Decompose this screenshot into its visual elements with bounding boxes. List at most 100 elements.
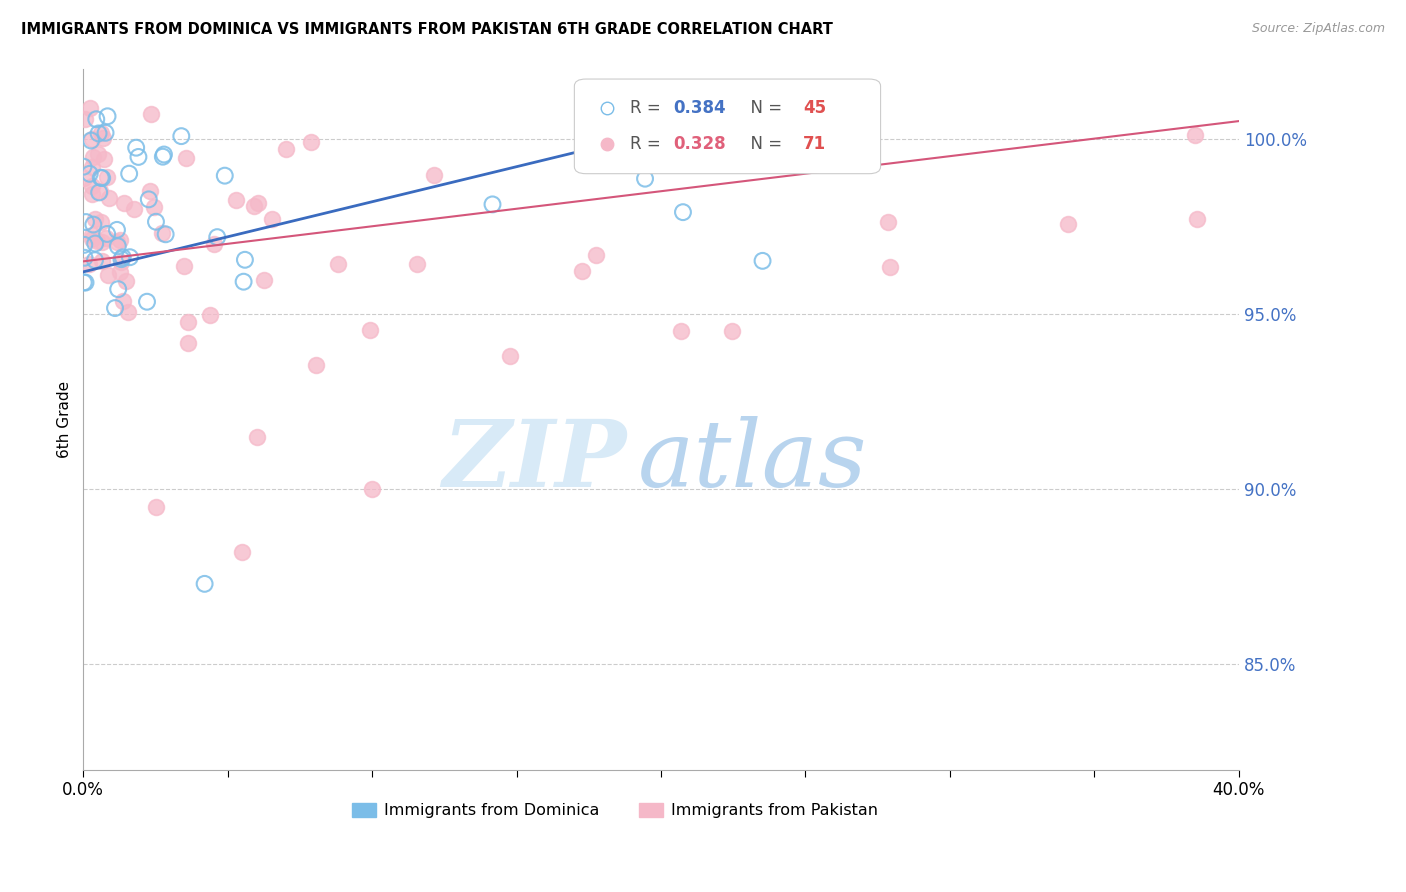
Text: 71: 71 <box>803 135 827 153</box>
Point <box>84 236 107 251</box>
Text: R =: R = <box>630 100 666 118</box>
Text: 0.384: 0.384 <box>673 100 727 118</box>
Point <box>80 160 103 174</box>
Point <box>359 323 381 337</box>
Legend: Immigrants from Dominica, Immigrants from Pakistan: Immigrants from Dominica, Immigrants fro… <box>346 797 884 825</box>
Point <box>73 170 96 185</box>
Point <box>86 234 108 248</box>
Point <box>93 153 115 167</box>
Point <box>585 247 607 261</box>
Point <box>73 237 96 252</box>
Point <box>84 253 107 268</box>
Point <box>82 232 104 246</box>
Point <box>94 231 117 245</box>
Point <box>136 294 159 309</box>
Point <box>90 254 112 268</box>
Point <box>174 151 197 165</box>
Point <box>142 200 165 214</box>
Point <box>423 169 446 183</box>
Point <box>110 252 132 267</box>
Text: IMMIGRANTS FROM DOMINICA VS IMMIGRANTS FROM PAKISTAN 6TH GRADE CORRELATION CHART: IMMIGRANTS FROM DOMINICA VS IMMIGRANTS F… <box>21 22 832 37</box>
Point <box>145 215 167 229</box>
Point <box>82 131 104 145</box>
Point <box>231 545 253 559</box>
Point <box>194 577 217 591</box>
Point <box>127 150 149 164</box>
Point <box>80 179 103 194</box>
Point <box>87 127 110 141</box>
Point <box>112 195 135 210</box>
Point <box>634 171 657 186</box>
Point <box>242 199 264 213</box>
Point <box>105 223 128 237</box>
Y-axis label: 6th Grade: 6th Grade <box>58 381 72 458</box>
Point <box>108 265 131 279</box>
Point <box>80 134 103 148</box>
Point <box>499 350 522 364</box>
Point <box>91 171 114 186</box>
Point <box>90 126 112 140</box>
Point <box>73 251 96 265</box>
Point <box>879 260 901 275</box>
Point <box>305 359 328 373</box>
Point <box>202 236 225 251</box>
Point <box>405 257 427 271</box>
Text: N =: N = <box>740 135 787 153</box>
Point <box>1184 128 1206 142</box>
Point <box>107 282 129 296</box>
Point <box>83 212 105 227</box>
Point <box>75 276 97 290</box>
Point <box>82 218 104 232</box>
Point <box>111 250 134 264</box>
Point <box>72 160 94 174</box>
Point <box>108 233 131 247</box>
Point <box>82 227 104 242</box>
Point <box>205 230 228 244</box>
Point <box>214 169 236 183</box>
Point <box>80 186 103 201</box>
Text: R =: R = <box>630 135 666 153</box>
Point <box>96 227 118 241</box>
Point <box>112 293 135 308</box>
Point <box>90 235 112 250</box>
Point <box>139 184 162 198</box>
Point <box>481 197 503 211</box>
Text: ZIP: ZIP <box>441 417 626 506</box>
Point <box>75 112 97 127</box>
Point <box>118 250 141 264</box>
Point <box>145 500 167 514</box>
Point <box>361 482 384 496</box>
Point <box>138 192 160 206</box>
Point <box>79 167 101 181</box>
Text: N =: N = <box>740 100 787 118</box>
Point <box>79 101 101 115</box>
Point <box>751 253 773 268</box>
Point <box>97 268 120 282</box>
Point <box>73 276 96 290</box>
Point <box>326 257 349 271</box>
Point <box>155 227 177 242</box>
Text: 45: 45 <box>803 100 827 118</box>
Point <box>97 191 120 205</box>
Point <box>107 239 129 253</box>
Point <box>672 205 695 219</box>
Point <box>75 215 97 229</box>
Point <box>276 142 298 156</box>
Point <box>721 324 744 338</box>
Point <box>299 136 322 150</box>
Point <box>877 215 900 229</box>
Point <box>571 264 593 278</box>
Point <box>90 170 112 185</box>
Point <box>104 301 127 315</box>
Point <box>125 141 148 155</box>
Point <box>110 255 132 269</box>
Point <box>89 184 111 198</box>
Point <box>177 315 200 329</box>
Point <box>96 109 118 123</box>
Point <box>1185 212 1208 227</box>
Point <box>105 235 128 250</box>
Point <box>150 226 173 240</box>
Point <box>260 211 283 226</box>
Point <box>177 336 200 351</box>
Point <box>96 170 118 185</box>
